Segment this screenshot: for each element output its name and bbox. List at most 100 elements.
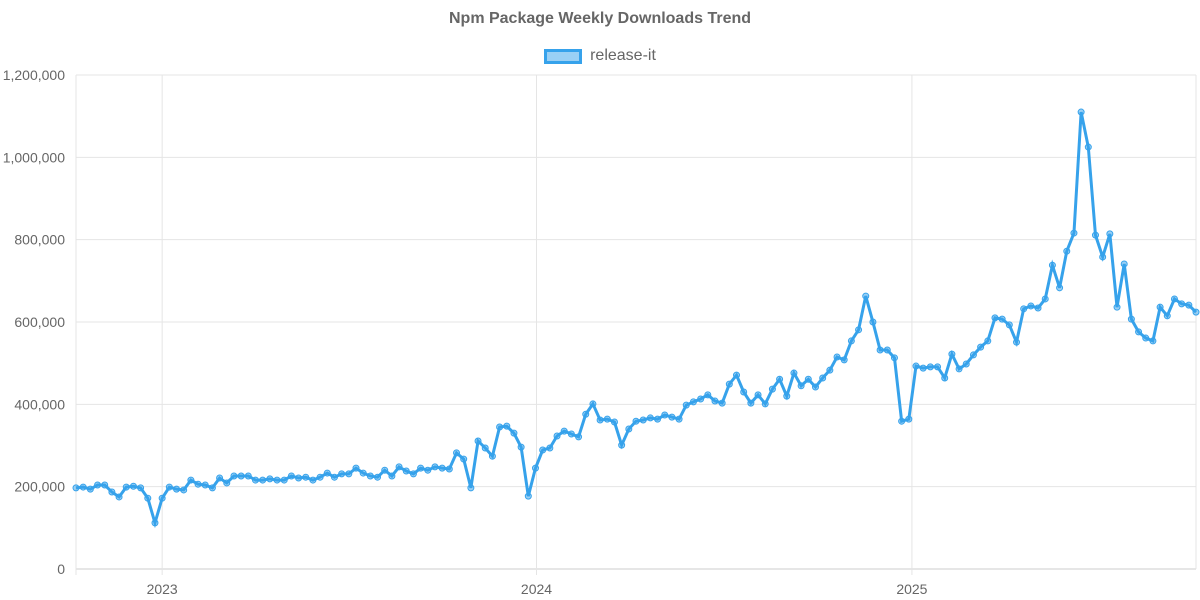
data-point (883, 346, 891, 354)
data-point (804, 375, 812, 383)
data-point (352, 464, 360, 472)
data-point (503, 422, 511, 430)
data-point (819, 374, 827, 382)
data-point (259, 476, 267, 484)
data-point (926, 363, 934, 371)
y-tick-label: 1,200,000 (3, 67, 65, 83)
y-tick-label: 400,000 (14, 396, 65, 412)
data-point (531, 464, 539, 472)
chart-title: Npm Package Weekly Downloads Trend (448, 10, 752, 27)
data-point (445, 465, 453, 473)
data-point (395, 463, 403, 471)
data-point (496, 423, 504, 431)
legend-label: release-it (590, 47, 656, 64)
data-point (625, 425, 633, 433)
data-point (675, 415, 683, 423)
data-point (180, 486, 188, 494)
x-tick-label: 2023 (147, 581, 178, 597)
data-point (273, 476, 281, 484)
data-point (934, 363, 942, 371)
data-point (194, 480, 202, 488)
data-point (1113, 303, 1121, 311)
data-point (144, 494, 152, 502)
y-tick-label: 1,000,000 (3, 149, 65, 165)
data-point (1034, 304, 1042, 312)
data-point (697, 395, 705, 403)
data-point (589, 400, 597, 408)
data-point (661, 411, 669, 419)
data-point (72, 484, 80, 492)
data-point (596, 416, 604, 424)
data-point (567, 430, 575, 438)
data-point (639, 416, 647, 424)
data-point (374, 473, 382, 481)
data-point (747, 399, 755, 407)
data-point (388, 472, 396, 480)
data-point (998, 315, 1006, 323)
data-point (488, 452, 496, 460)
data-point (553, 432, 561, 440)
data-point (201, 481, 209, 489)
data-point (797, 382, 805, 390)
data-point (833, 353, 841, 361)
data-point (977, 343, 985, 351)
data-point (438, 464, 446, 472)
axes: 0 200,000 400,000 600,000 800,000 1,000,000 1,… (3, 67, 928, 597)
data-point (876, 346, 884, 354)
grid (75, 74, 1197, 575)
data-point (431, 463, 439, 471)
data-point (517, 443, 525, 451)
data-point (546, 444, 554, 452)
data-point (101, 481, 109, 489)
data-point (295, 474, 303, 482)
data-point (381, 466, 389, 474)
data-point (244, 472, 252, 480)
data-point (115, 493, 123, 501)
legend-swatch[interactable] (544, 48, 583, 64)
data-point (646, 414, 654, 422)
data-point (1120, 260, 1128, 268)
data-point (79, 483, 87, 491)
data-point (919, 364, 927, 372)
data-point (280, 476, 288, 484)
data-point (689, 398, 697, 406)
data-point (811, 383, 819, 391)
data-point (725, 380, 733, 388)
data-point (474, 437, 482, 445)
x-tick-label: 2024 (521, 581, 552, 597)
data-point (1106, 230, 1114, 238)
data-point (754, 391, 762, 399)
data-point (108, 488, 116, 496)
data-point (173, 485, 181, 493)
data-point (632, 417, 640, 425)
data-point (711, 397, 719, 405)
data-point (1084, 143, 1092, 151)
data-point (610, 418, 618, 426)
data-point (991, 314, 999, 322)
data-point (1005, 321, 1013, 329)
data-point (539, 446, 547, 454)
data-point (216, 474, 224, 482)
data-point (1185, 301, 1193, 309)
data-point (330, 473, 338, 481)
data-point (740, 388, 748, 396)
data-point (460, 455, 468, 463)
data-point (137, 484, 145, 492)
data-point (359, 469, 367, 477)
data-point (481, 444, 489, 452)
data-point (338, 470, 346, 478)
data-point (826, 366, 834, 374)
data-point (467, 484, 475, 492)
data-point (704, 391, 712, 399)
data-point (510, 429, 518, 437)
data-point (890, 354, 898, 362)
data-point (187, 476, 195, 484)
data-point (618, 441, 626, 449)
y-tick-label: 800,000 (14, 232, 65, 248)
data-point (1041, 295, 1049, 303)
data-point (223, 479, 231, 487)
data-point (1163, 312, 1171, 320)
data-point (862, 292, 870, 300)
data-point (1178, 300, 1186, 308)
